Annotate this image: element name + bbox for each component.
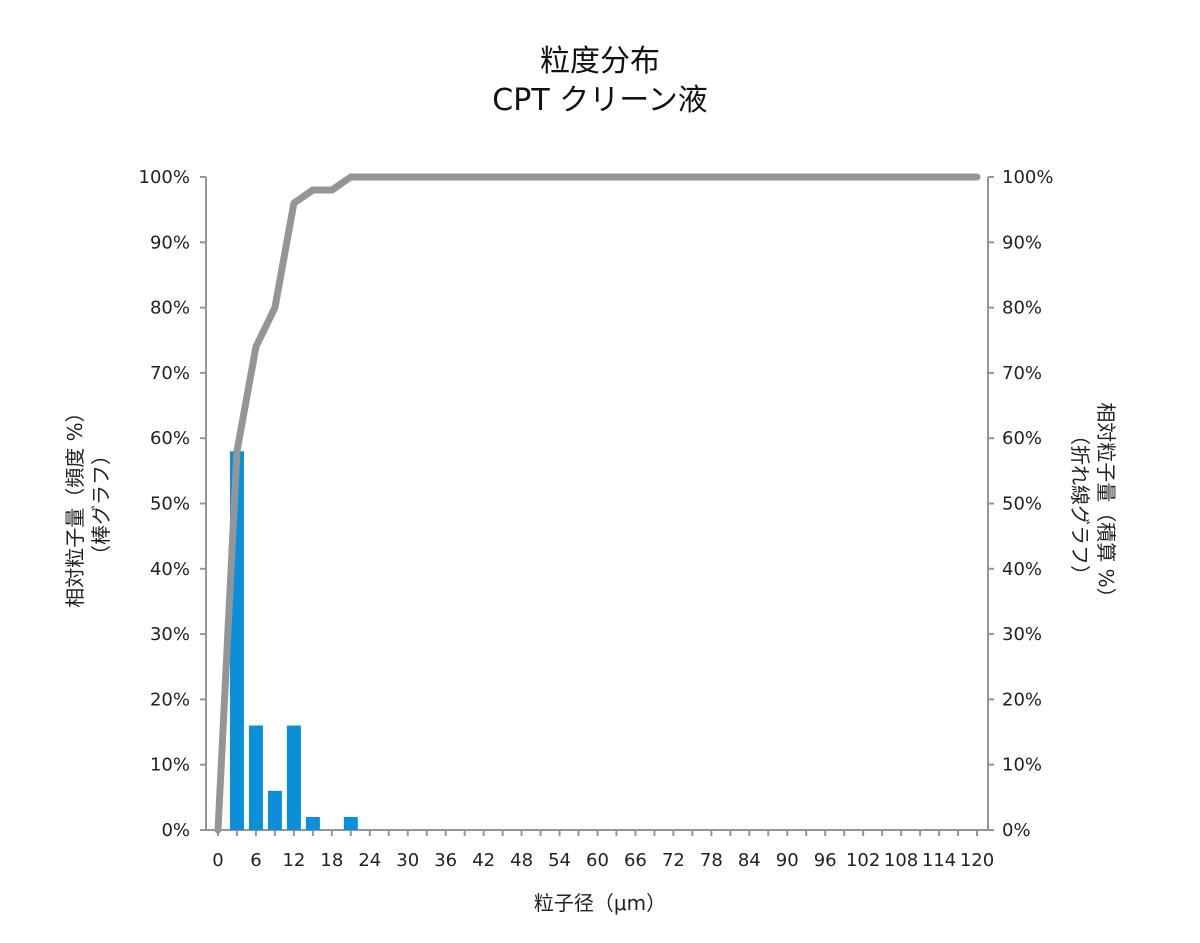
x-tick-label: 0 [212, 850, 223, 871]
frequency-bar [286, 725, 301, 830]
x-tick-label: 6 [250, 850, 261, 871]
x-tick-label: 114 [922, 850, 956, 871]
x-tick-label: 12 [282, 850, 305, 871]
left-y-tick-label: 80% [150, 298, 190, 319]
right-y-tick-label: 70% [1002, 363, 1042, 384]
right-y-tick-label: 30% [1002, 624, 1042, 645]
x-tick-label: 72 [662, 850, 685, 871]
x-tick-label: 66 [624, 850, 647, 871]
right-y-tick-label: 20% [1002, 689, 1042, 710]
x-tick-label: 120 [960, 850, 994, 871]
chart-title-line1: 粒度分布 [540, 44, 660, 79]
left-y-tick-label: 50% [150, 494, 190, 515]
left-y-tick-label: 40% [150, 559, 190, 580]
x-tick-label: 48 [510, 850, 533, 871]
x-tick-label: 42 [472, 850, 495, 871]
left-axis-label-line2: （棒グラフ） [89, 445, 113, 565]
x-tick-label: 78 [700, 850, 723, 871]
frequency-bar [343, 816, 358, 830]
chart-title-line2: CPT クリーン液 [492, 83, 708, 118]
right-axis-label-line2: （折れ線グラフ） [1068, 425, 1092, 585]
x-tick-label: 60 [586, 850, 609, 871]
x-tick-label: 90 [776, 850, 799, 871]
frequency-bar [248, 725, 263, 830]
left-y-tick-label: 60% [150, 428, 190, 449]
right-axis-label-line1: 相対粒子量（積算 %） [1094, 402, 1118, 608]
right-y-tick-label: 100% [1002, 167, 1053, 188]
x-tick-label: 108 [884, 850, 918, 871]
right-y-tick-label: 80% [1002, 298, 1042, 319]
left-y-tick-label: 90% [150, 232, 190, 253]
left-y-tick-label: 70% [150, 363, 190, 384]
left-y-tick-label: 30% [150, 624, 190, 645]
left-y-tick-label: 100% [139, 167, 190, 188]
right-y-tick-label: 60% [1002, 428, 1042, 449]
x-tick-label: 36 [434, 850, 457, 871]
x-tick-label: 18 [320, 850, 343, 871]
left-axis-label-line1: 相対粒子量（頻度 %） [63, 402, 87, 608]
x-tick-label: 54 [548, 850, 571, 871]
right-axis-label: 相対粒子量（積算 %） （折れ線グラフ） [1067, 402, 1119, 607]
right-y-tick-label: 90% [1002, 232, 1042, 253]
frequency-bar [267, 790, 282, 830]
left-y-tick-label: 20% [150, 689, 190, 710]
right-y-tick-label: 10% [1002, 755, 1042, 776]
x-tick-label: 24 [358, 850, 381, 871]
x-tick-label: 84 [738, 850, 761, 871]
left-y-tick-label: 0% [161, 820, 190, 841]
right-y-tick-label: 50% [1002, 494, 1042, 515]
x-tick-label: 96 [814, 850, 837, 871]
cumulative-line [214, 173, 981, 834]
left-y-tick-label: 10% [150, 755, 190, 776]
x-tick-label: 102 [846, 850, 880, 871]
x-tick-label: 30 [396, 850, 419, 871]
frequency-bar [305, 816, 320, 830]
right-y-tick-label: 0% [1002, 820, 1031, 841]
right-y-tick-label: 40% [1002, 559, 1042, 580]
x-axis-label: 粒子径（μm） [533, 891, 667, 915]
left-axis-label: 相対粒子量（頻度 %） （棒グラフ） [62, 402, 114, 607]
